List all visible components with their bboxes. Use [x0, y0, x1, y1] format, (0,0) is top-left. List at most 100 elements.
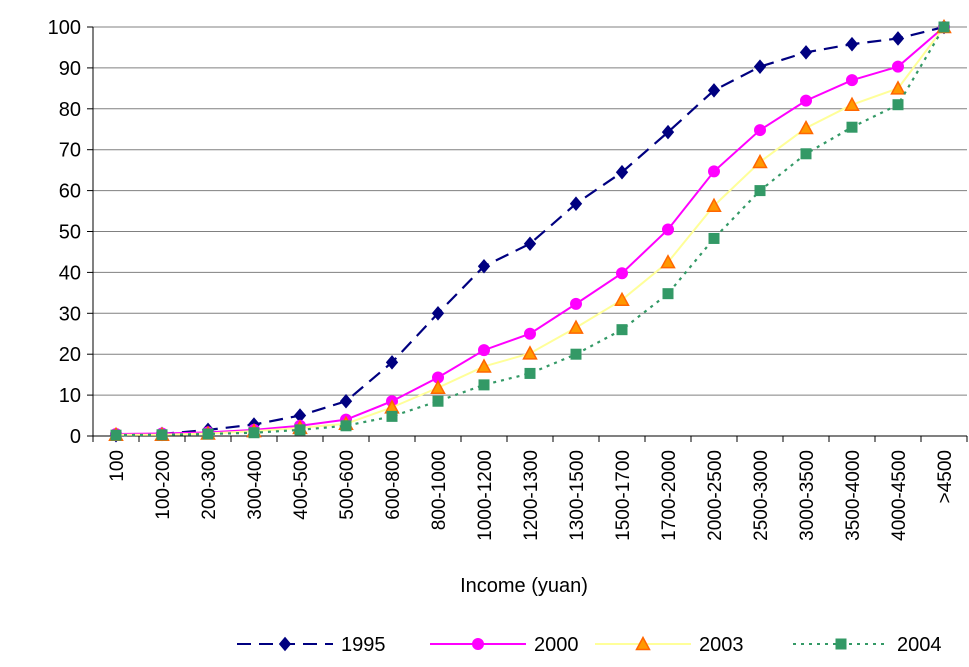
x-tick-label: 600-800 — [383, 450, 404, 520]
data-point-2000 — [846, 74, 858, 87]
data-point-2003 — [706, 197, 722, 212]
data-point-2003 — [660, 254, 676, 269]
data-point-1995 — [891, 31, 905, 46]
data-point-2003 — [614, 291, 630, 307]
data-point-2004 — [386, 410, 398, 422]
legend-marker-2000 — [472, 638, 484, 650]
data-point-2004 — [708, 232, 720, 244]
tick-labels: 0 10 20 30 40 50 60 70 80 90 100 100 100-200 200-300 3… — [48, 17, 956, 541]
data-point-2003 — [430, 379, 446, 394]
x-tick-label: 500-600 — [337, 450, 358, 520]
legend-marker-2004 — [835, 638, 847, 650]
data-point-1995 — [615, 164, 629, 180]
x-tick-label: 1700-2000 — [659, 450, 680, 541]
data-point-2000 — [892, 60, 904, 73]
data-point-2004 — [156, 429, 168, 441]
legend-entry-2000: 2000 — [430, 634, 579, 656]
data-point-2003 — [844, 96, 860, 111]
data-point-2000 — [616, 267, 628, 280]
legend-label-2004: 2004 — [897, 634, 942, 656]
data-point-2004 — [570, 348, 582, 360]
data-point-1995 — [431, 306, 445, 321]
y-tick-label: 60 — [59, 181, 81, 203]
data-point-2000 — [478, 344, 490, 357]
y-tick-label: 100 — [48, 17, 81, 39]
data-point-1995 — [661, 124, 675, 140]
data-point-2003 — [476, 358, 492, 373]
data-point-2004 — [892, 99, 904, 111]
series-2004 — [110, 21, 950, 441]
data-point-2004 — [524, 367, 536, 379]
x-tick-label: 4000-4500 — [889, 450, 910, 541]
legend-entry-1995: 1995 — [237, 634, 386, 656]
data-point-2003 — [568, 319, 584, 334]
y-tick-label: 0 — [70, 426, 81, 448]
legend-label-2003: 2003 — [699, 634, 744, 656]
data-point-2004 — [202, 428, 214, 440]
data-point-2004 — [248, 427, 260, 439]
data-point-1995 — [753, 59, 767, 74]
x-tick-label: 1500-1700 — [613, 450, 634, 541]
legend-entry-2004: 2004 — [793, 634, 942, 656]
data-point-1995 — [477, 258, 491, 274]
data-point-1995 — [569, 196, 583, 211]
data-point-2004 — [800, 148, 812, 160]
x-tick-label: 2000-2500 — [705, 450, 726, 541]
legend-marker-1995 — [278, 636, 292, 652]
data-point-2004 — [478, 379, 490, 391]
data-point-2004 — [754, 185, 766, 197]
legend-marker-2003 — [635, 635, 651, 651]
series-lines — [108, 18, 952, 443]
x-tick-label: 1000-1200 — [475, 450, 496, 541]
x-tick-label: 2500-3000 — [751, 450, 772, 541]
x-tick-label: 300-400 — [245, 450, 266, 520]
data-point-2003 — [522, 345, 538, 360]
y-tick-label: 80 — [59, 99, 81, 121]
data-point-2004 — [846, 121, 858, 133]
y-tick-label: 50 — [59, 222, 81, 244]
legend: 1995 2000 2003 2004 — [237, 634, 942, 656]
data-point-2004 — [938, 21, 950, 33]
x-tick-label: 100 — [107, 450, 128, 482]
data-point-1995 — [339, 393, 353, 409]
data-point-2004 — [110, 429, 122, 441]
data-point-2000 — [662, 223, 674, 236]
x-tick-label: 3000-3500 — [797, 450, 818, 541]
data-point-2000 — [754, 124, 766, 137]
data-point-2004 — [340, 420, 352, 432]
data-point-2000 — [800, 94, 812, 107]
x-tick-label: 400-500 — [291, 450, 312, 520]
data-point-1995 — [385, 355, 399, 370]
x-tick-label: 1300-1500 — [567, 450, 588, 541]
y-tick-label: 70 — [59, 140, 81, 162]
x-tick-label: 200-300 — [199, 450, 220, 520]
x-tick-label: 800-1000 — [429, 450, 450, 530]
y-tick-label: 10 — [59, 385, 81, 407]
data-point-2000 — [570, 297, 582, 310]
x-tick-label: 1200-1300 — [521, 450, 542, 541]
x-tick-label: >4500 — [935, 450, 956, 503]
data-point-2003 — [752, 153, 768, 169]
y-tick-label: 30 — [59, 303, 81, 325]
x-tick-label: 3500-4000 — [843, 450, 864, 541]
data-point-2003 — [798, 119, 814, 135]
data-point-2003 — [890, 80, 906, 95]
x-axis-title: Income (yuan) — [460, 575, 588, 597]
data-point-1995 — [707, 83, 721, 98]
gridlines — [93, 26, 967, 396]
legend-entry-2003: 2003 — [595, 634, 744, 656]
data-point-2004 — [294, 424, 306, 436]
data-point-1995 — [523, 236, 537, 252]
data-point-2004 — [432, 395, 444, 407]
data-point-2004 — [616, 324, 628, 336]
legend-label-1995: 1995 — [341, 634, 386, 656]
y-tick-label: 90 — [59, 58, 81, 80]
data-point-1995 — [799, 45, 813, 60]
data-point-1995 — [845, 36, 859, 52]
data-point-2004 — [662, 288, 674, 300]
y-tick-label: 20 — [59, 344, 81, 366]
y-tick-label: 40 — [59, 262, 81, 284]
data-point-2000 — [708, 165, 720, 178]
